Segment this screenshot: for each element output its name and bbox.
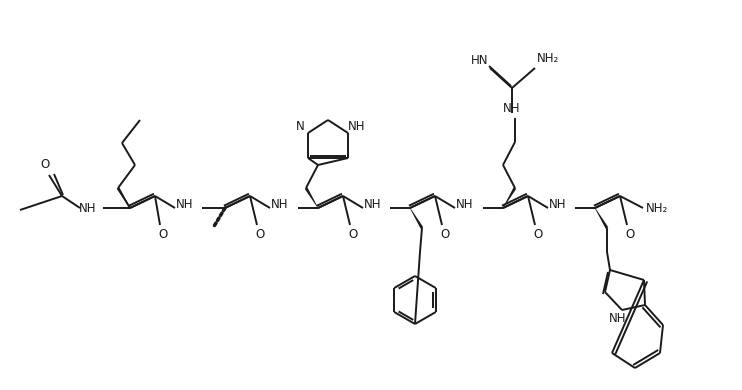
Text: HN: HN bbox=[471, 53, 489, 67]
Text: O: O bbox=[158, 229, 168, 241]
Text: NH: NH bbox=[177, 199, 194, 211]
Text: NH: NH bbox=[79, 202, 96, 214]
Text: NH: NH bbox=[456, 199, 473, 211]
Text: O: O bbox=[255, 229, 265, 241]
Text: O: O bbox=[349, 229, 358, 241]
Text: NH₂: NH₂ bbox=[537, 51, 559, 64]
Text: NH: NH bbox=[272, 199, 289, 211]
Text: O: O bbox=[533, 229, 542, 241]
Text: O: O bbox=[626, 229, 634, 241]
Polygon shape bbox=[410, 208, 423, 229]
Polygon shape bbox=[305, 187, 318, 208]
Text: O: O bbox=[440, 229, 450, 241]
Text: NH: NH bbox=[549, 199, 567, 211]
Text: NH: NH bbox=[348, 119, 366, 133]
Text: NH₂: NH₂ bbox=[646, 202, 668, 214]
Text: NH: NH bbox=[503, 101, 521, 115]
Polygon shape bbox=[116, 187, 130, 208]
Text: NH: NH bbox=[609, 312, 627, 324]
Text: N: N bbox=[295, 119, 304, 133]
Text: O: O bbox=[40, 158, 50, 172]
Polygon shape bbox=[503, 187, 516, 208]
Polygon shape bbox=[595, 208, 608, 229]
Text: NH: NH bbox=[364, 199, 381, 211]
